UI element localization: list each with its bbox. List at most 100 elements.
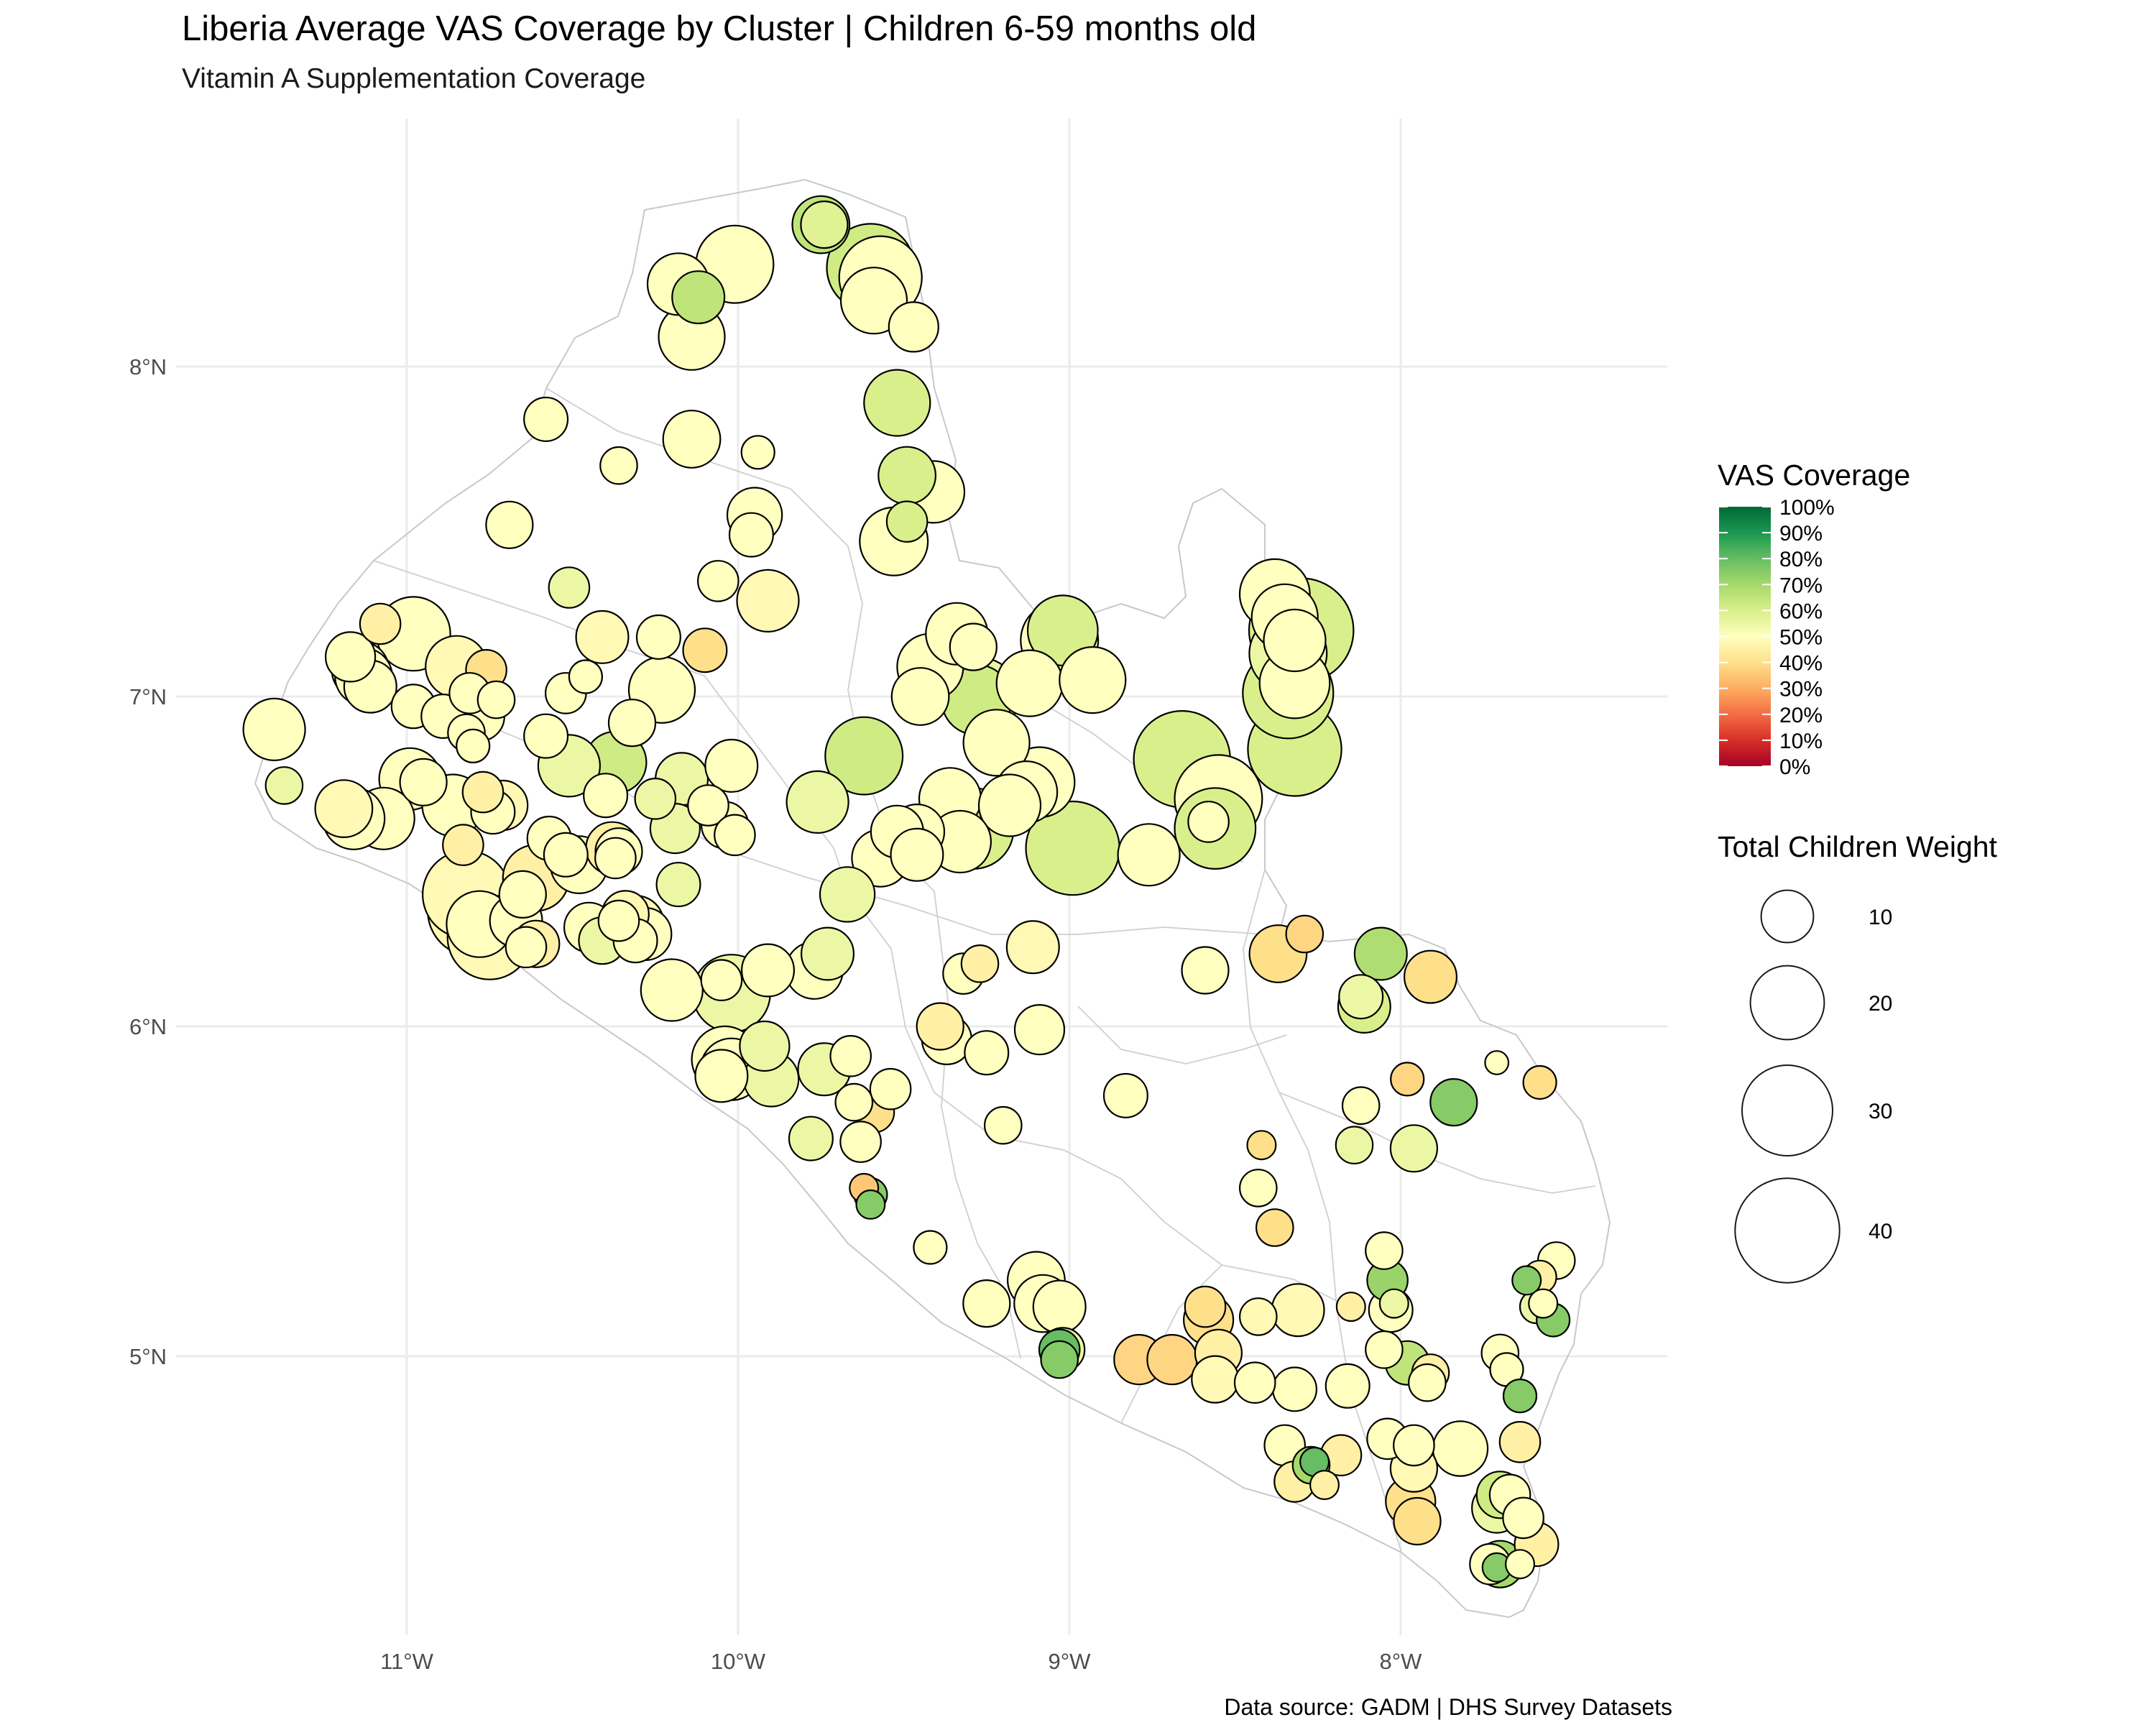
color-legend-label: 50% [1779, 626, 1823, 650]
cluster-point [1102, 1072, 1148, 1118]
cluster-point [829, 1035, 872, 1077]
size-legend-circle [1749, 965, 1825, 1041]
cluster-point [1432, 1420, 1489, 1477]
cluster-point [498, 870, 547, 919]
county-border [1243, 869, 1402, 1553]
cluster-point [728, 512, 774, 558]
cluster-point [1341, 1086, 1381, 1126]
cluster-point [640, 958, 704, 1022]
cluster-point [962, 1279, 1011, 1328]
cluster-point [885, 500, 929, 543]
cluster-point [1040, 1340, 1079, 1379]
cluster-point [800, 201, 849, 249]
cluster-point [1117, 823, 1181, 887]
chart-title: Liberia Average VAS Coverage by Cluster … [182, 9, 1257, 48]
cluster-point [476, 680, 516, 719]
cluster-point [1390, 1062, 1425, 1097]
cluster-point [984, 1105, 1023, 1145]
size-legend-label: 10 [1869, 906, 1892, 929]
cluster-point [1271, 1366, 1317, 1412]
cluster-point [1013, 1003, 1066, 1056]
cluster-point [662, 410, 722, 469]
cluster-point [1239, 1297, 1278, 1336]
color-legend-label: 10% [1779, 730, 1823, 753]
cluster-point [1511, 1265, 1542, 1296]
cluster-point [1393, 1424, 1435, 1467]
cluster-point [442, 824, 484, 866]
cluster-point [575, 610, 630, 664]
color-legend-title: VAS Coverage [1718, 459, 1911, 492]
county-border [1077, 1006, 1287, 1064]
size-legend-circle [1741, 1064, 1833, 1156]
axis-labels: 11°W 10°W 9°W 8°W 5°N 6°N 7°N 8°N [129, 354, 1422, 1674]
y-tick-label: 5°N [129, 1344, 167, 1369]
cluster-point [700, 959, 743, 1002]
county-border [847, 891, 1352, 1309]
cluster-point [1365, 1330, 1404, 1369]
cluster-point [962, 709, 1031, 777]
cluster-point [1502, 1496, 1544, 1540]
cluster-point [264, 766, 304, 805]
size-legend-circle [1734, 1177, 1841, 1284]
cluster-point [1032, 1279, 1087, 1334]
cluster-point [964, 1030, 1010, 1076]
size-legend-label: 20 [1869, 992, 1892, 1016]
cluster-point [1187, 801, 1230, 843]
color-legend-label: 60% [1779, 599, 1823, 623]
cluster-point [736, 569, 800, 633]
cluster-point [1256, 1208, 1294, 1247]
cluster-point [1338, 974, 1384, 1020]
cluster-point [1271, 1283, 1325, 1338]
size-legend-title: Total Children Weight [1718, 830, 1997, 863]
liberia-outline [254, 178, 1611, 1619]
cluster-point [461, 770, 505, 814]
cluster-point [1378, 1288, 1409, 1319]
x-tick-label: 11°W [380, 1649, 434, 1674]
cluster-point [1498, 1421, 1542, 1463]
cluster-point [1233, 1361, 1276, 1404]
cluster-point [824, 716, 904, 796]
color-legend-label: 40% [1779, 652, 1823, 676]
cluster-points [242, 195, 1576, 1588]
cluster-point [1389, 1124, 1439, 1173]
cluster-point [1263, 608, 1327, 673]
cluster-point [1408, 1363, 1447, 1402]
cluster-point [949, 622, 998, 671]
x-tick-label: 9°W [1049, 1649, 1092, 1674]
cluster-point [1335, 1126, 1374, 1165]
chart-subtitle: Vitamin A Supplementation Coverage [182, 63, 646, 94]
cluster-point [740, 435, 775, 470]
cluster-point [1246, 1130, 1277, 1161]
cluster-point [568, 659, 604, 694]
cluster-point [1059, 645, 1127, 714]
cluster-point [635, 614, 681, 660]
cluster-point [682, 627, 728, 673]
county-border [1279, 1092, 1596, 1194]
cluster-point [1146, 1333, 1198, 1386]
cluster-point [800, 926, 854, 981]
cluster-point [1335, 1292, 1366, 1322]
cluster-point [834, 1082, 874, 1122]
county-border [545, 387, 935, 892]
cluster-point [916, 1002, 964, 1051]
cluster-point [1239, 1169, 1278, 1208]
cluster-point [242, 697, 306, 762]
cluster-point [740, 943, 795, 998]
cluster-point [839, 1121, 882, 1163]
cluster-point [634, 778, 677, 820]
cluster-point [890, 667, 950, 726]
cluster-point [1309, 1469, 1340, 1500]
size-legend-circle [1760, 889, 1815, 944]
cluster-point [855, 1189, 886, 1220]
cluster-point [888, 301, 939, 353]
cluster-point [543, 832, 589, 878]
color-legend: 100%90%80% 70%60% 50%40%30%20% 10%0% [1719, 496, 1835, 779]
cluster-point [788, 1116, 834, 1162]
cluster-point [583, 773, 629, 819]
cluster-point [597, 899, 640, 942]
data-source-caption: Data source: GADM | DHS Survey Datasets [1224, 1694, 1672, 1720]
cluster-point [819, 866, 876, 923]
cluster-point [1393, 1496, 1442, 1546]
